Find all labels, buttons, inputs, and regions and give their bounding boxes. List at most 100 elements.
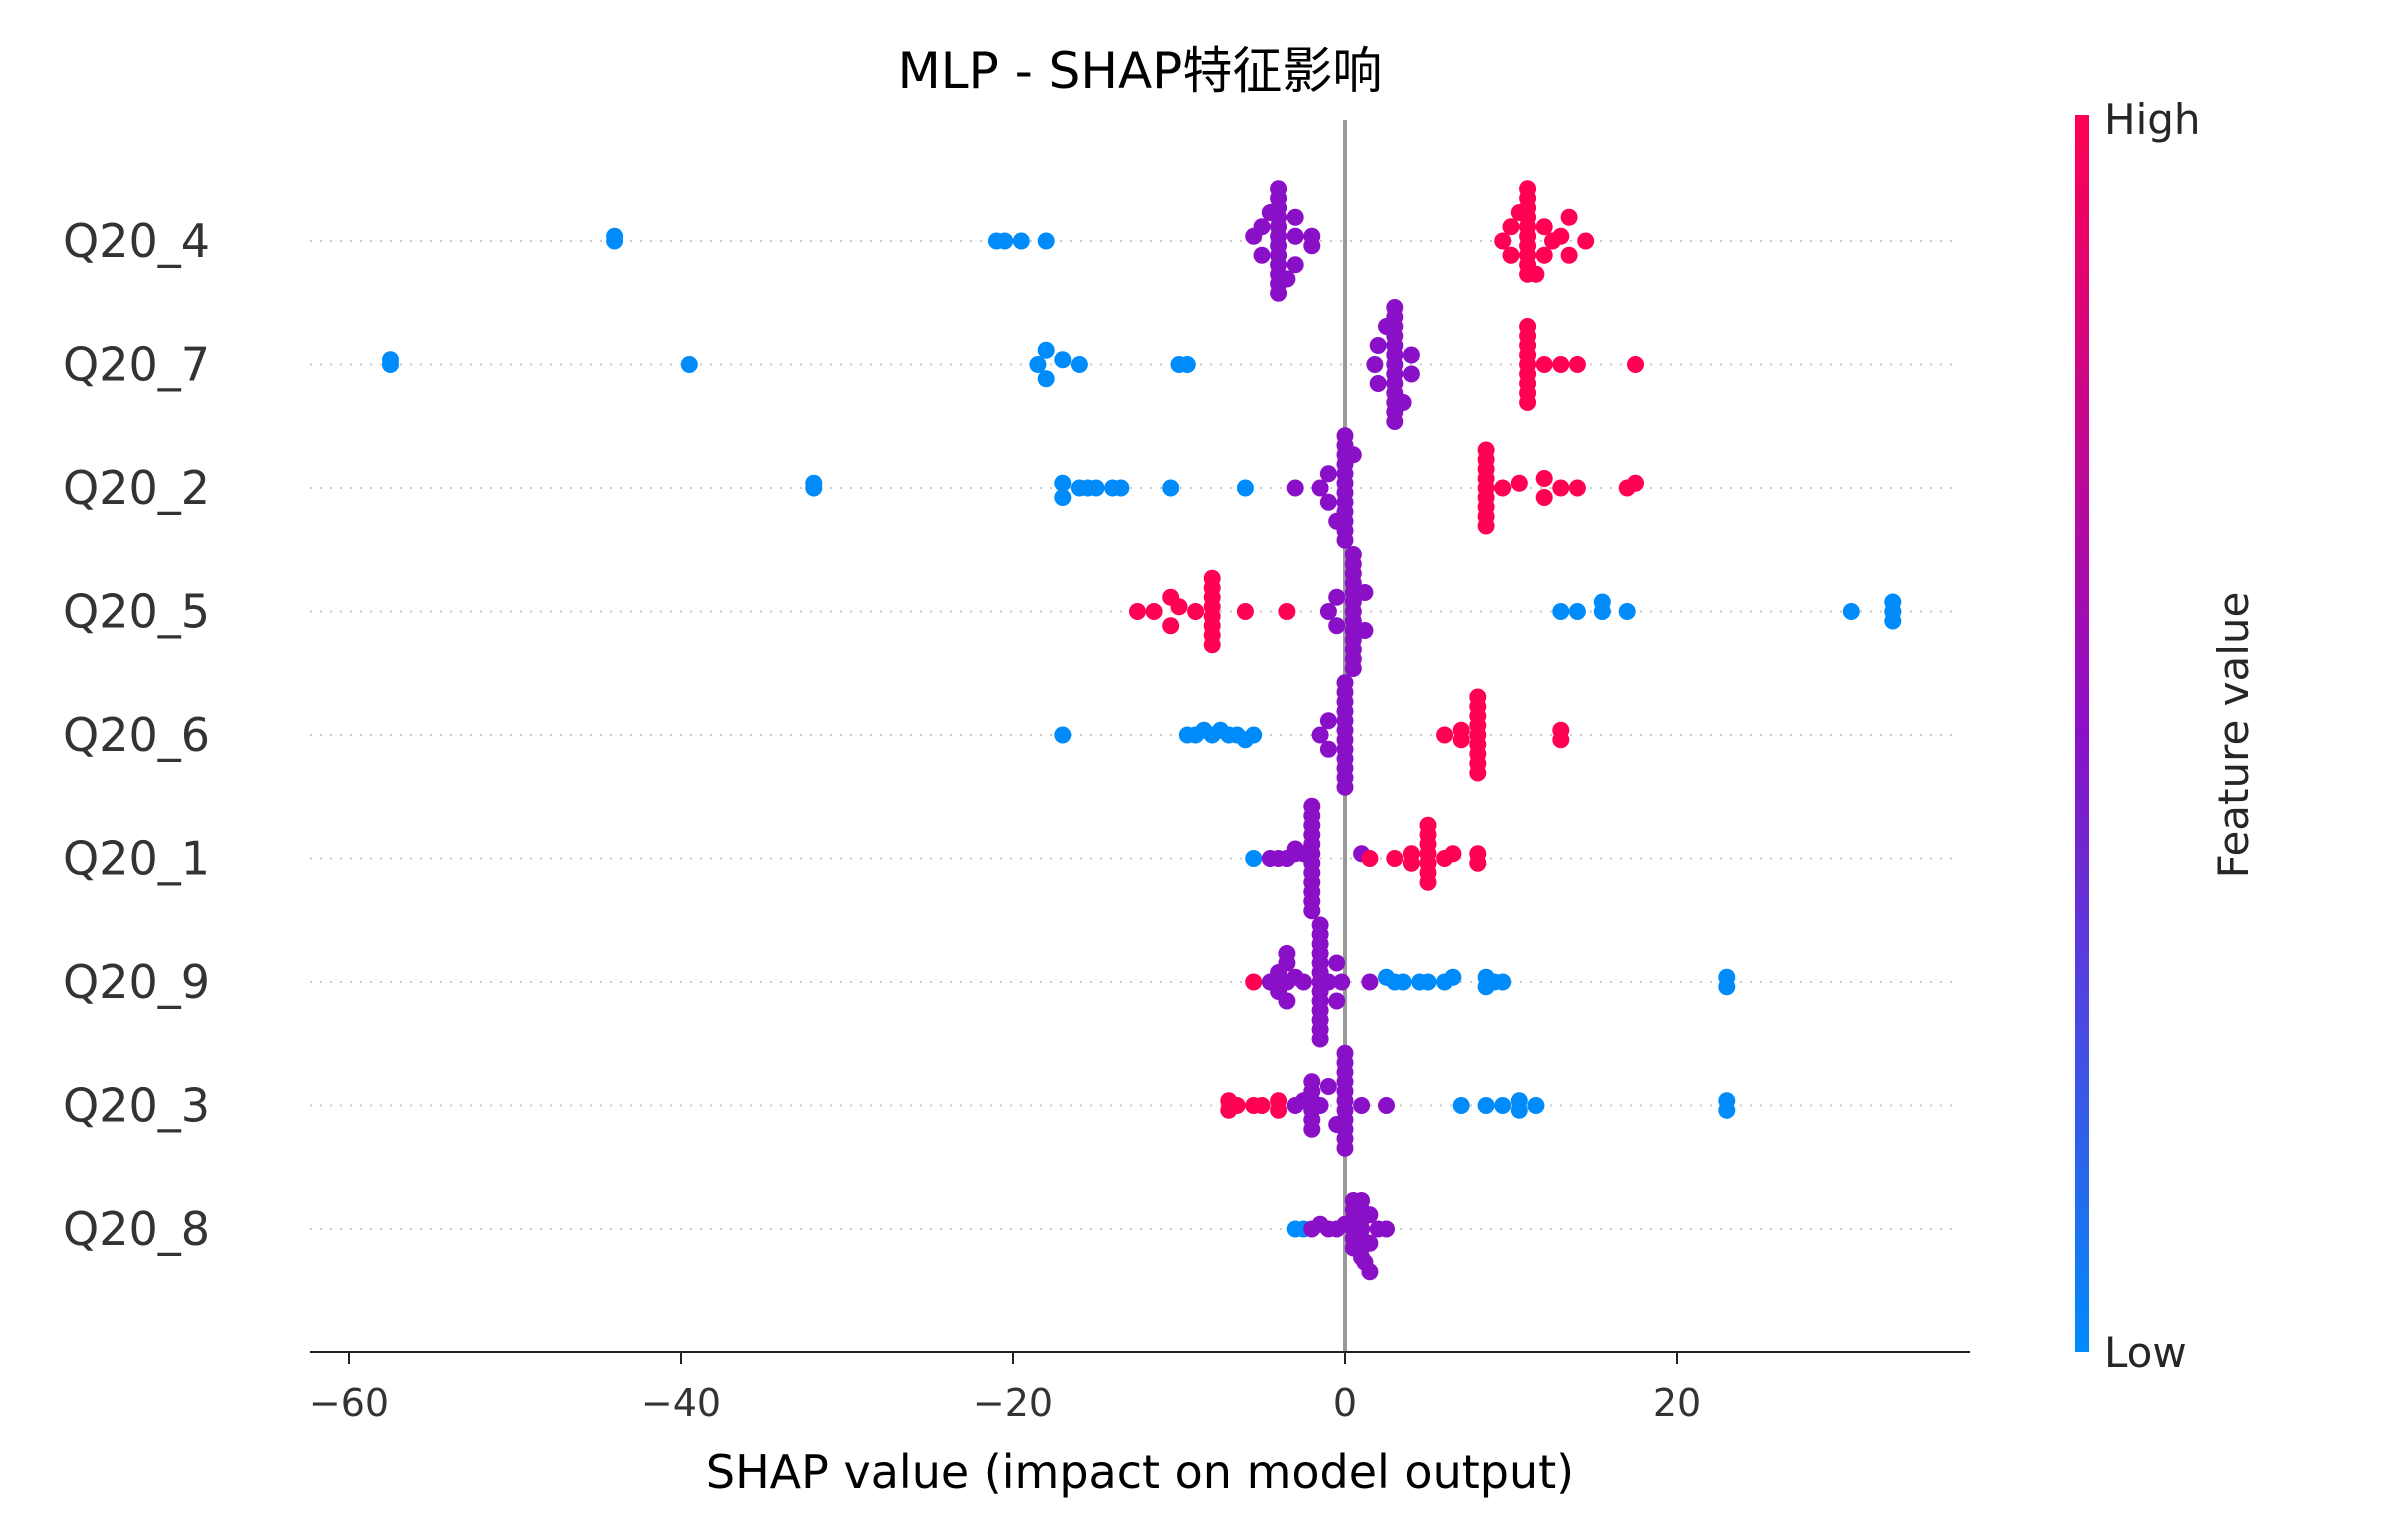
shap-point (1510, 474, 1528, 492)
shap-point (1261, 204, 1279, 221)
shap-point (1236, 479, 1254, 497)
shap-point (1386, 850, 1404, 867)
shap-point (1129, 603, 1146, 620)
shap-point (1328, 954, 1346, 972)
colorbar-high-label: High (2104, 95, 2201, 144)
shap-point (1469, 764, 1487, 782)
shap-point (1527, 265, 1545, 283)
shap-point (1178, 356, 1196, 373)
shap-point (1494, 232, 1512, 250)
shap-point (1270, 284, 1288, 302)
shap-point (1568, 479, 1586, 497)
shap-point (1054, 726, 1072, 744)
shap-point (1029, 356, 1047, 373)
shap-point (1170, 598, 1188, 616)
feature-label: Q20_8 (63, 1202, 210, 1256)
shap-point (1311, 479, 1329, 497)
shap-point (1386, 413, 1404, 430)
shap-point (1286, 208, 1304, 226)
shap-point (1079, 479, 1097, 497)
shap-point (1494, 973, 1512, 991)
shap-point (1535, 489, 1553, 506)
shap-point (1253, 246, 1271, 264)
shap-point (1402, 346, 1420, 364)
shap-point (1145, 603, 1163, 620)
feature-label: Q20_5 (63, 585, 210, 639)
shap-point (1369, 337, 1387, 354)
shap-point (1519, 394, 1537, 411)
shap-point (1477, 517, 1495, 535)
feature-label: Q20_7 (63, 338, 210, 392)
x-ticks: −60 −40 −20 0 20 (309, 1352, 1701, 1425)
shap-point (1568, 603, 1586, 620)
colorbar-low-label: Low (2104, 1328, 2187, 1377)
shap-point (1356, 622, 1374, 639)
shap-point (1303, 902, 1321, 920)
shap-point (1319, 973, 1337, 991)
shap-point (1328, 617, 1346, 635)
shap-point (1535, 356, 1553, 373)
shap-point (1328, 992, 1346, 1010)
shap-point (1535, 470, 1553, 487)
shap-point (1535, 246, 1553, 264)
shap-point (1510, 1101, 1528, 1119)
shap-point (1112, 479, 1130, 497)
shap-point (1444, 845, 1462, 863)
shap-point (1394, 394, 1412, 411)
shap-point (1369, 375, 1387, 392)
shap-point (1419, 973, 1437, 991)
shap-point (1494, 479, 1512, 497)
shap-point (1469, 854, 1487, 872)
shap-point (1286, 227, 1304, 245)
shap-point (1356, 584, 1374, 601)
shap-point (1311, 726, 1329, 744)
feature-label: Q20_4 (63, 214, 210, 268)
shap-point (1245, 973, 1263, 991)
shap-point (1333, 973, 1351, 991)
shap-point (1444, 968, 1462, 986)
x-tick-label: 20 (1653, 1381, 1701, 1425)
shap-point (1295, 845, 1312, 863)
shap-point (1552, 603, 1570, 620)
shap-point (1552, 356, 1570, 373)
shap-point (1054, 351, 1072, 369)
shap-points (382, 180, 1902, 1281)
shap-point (1319, 740, 1337, 758)
shap-point (1344, 660, 1362, 677)
shap-point (680, 356, 698, 373)
shap-point (1319, 465, 1337, 483)
feature-label: Q20_3 (63, 1079, 210, 1133)
x-tick-label: −40 (641, 1381, 721, 1425)
colorbar-title: Feature value (2209, 592, 2258, 879)
shap-point (1303, 237, 1321, 255)
shap-point (1012, 232, 1030, 250)
shap-point (1344, 446, 1362, 464)
x-axis-label: SHAP value (impact on model output) (706, 1445, 1574, 1499)
shap-point (1884, 593, 1902, 611)
shap-point (1535, 218, 1553, 236)
shap-point (1627, 474, 1644, 492)
shap-point (1494, 1097, 1512, 1114)
shap-point (1394, 973, 1412, 991)
shap-point (1361, 1206, 1379, 1224)
shap-point (1452, 1097, 1470, 1114)
chart-title: MLP - SHAP特征影响 (898, 42, 1383, 100)
shap-point (1236, 603, 1254, 620)
shap-point (1402, 854, 1420, 872)
shap-point (1336, 1139, 1354, 1157)
shap-point (1054, 474, 1072, 492)
shap-point (1311, 1097, 1329, 1114)
shap-point (1187, 603, 1205, 620)
shap-point (1278, 270, 1296, 288)
shap-point (1419, 873, 1437, 891)
shap-point (1328, 588, 1346, 606)
shap-point (1361, 973, 1379, 991)
shap-point (1162, 479, 1180, 497)
shap-point (382, 351, 399, 369)
shap-point (1037, 370, 1055, 388)
shap-point (1195, 721, 1213, 739)
shap-point (1552, 731, 1570, 749)
colorbar (2075, 115, 2089, 1352)
shap-point (1162, 617, 1180, 635)
